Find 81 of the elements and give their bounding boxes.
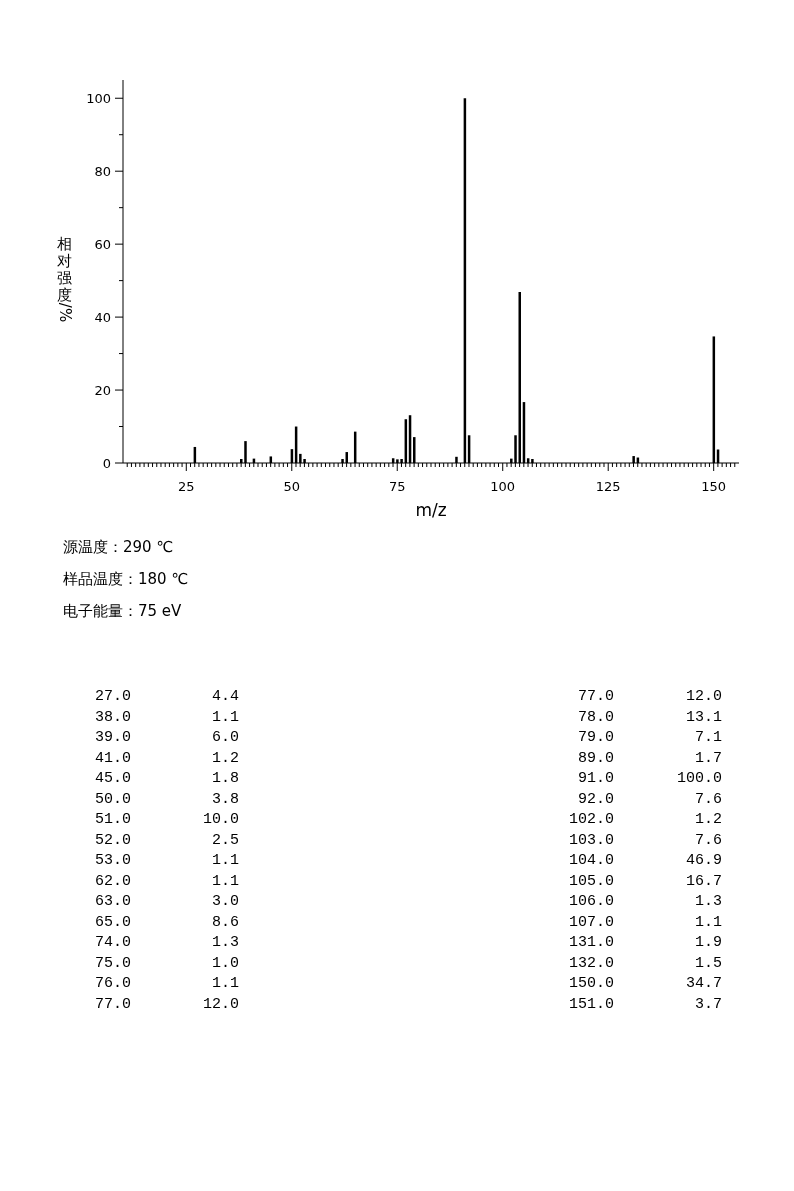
x-tick-label: 50 [283, 479, 301, 494]
text: 34.7 [685, 975, 722, 994]
text: 102.0 [569, 811, 615, 830]
text: 27.0 [94, 688, 131, 707]
text: 150.0 [569, 975, 615, 994]
text: 1.1 [694, 913, 722, 933]
text: 45.0 [94, 770, 131, 789]
text: 75.0 [94, 954, 131, 974]
text: 样品温度：180 ℃ [63, 570, 189, 590]
text: 电子能量：75 eV [63, 602, 183, 622]
text: 63.0 [94, 893, 131, 912]
x-tick-label: 25 [178, 479, 195, 494]
text: 46.9 [685, 852, 722, 871]
text: 7.6 [694, 831, 722, 851]
x-tick-label: 150 [701, 479, 727, 494]
text: 38.0 [94, 708, 131, 728]
text: 107.0 [569, 913, 615, 933]
text: 3.7 [694, 995, 722, 1015]
text: 103.0 [569, 831, 615, 851]
text: 1.1 [211, 975, 239, 994]
text: 77.0 [94, 995, 131, 1015]
text: 51.0 [94, 811, 131, 830]
text: 65.0 [94, 913, 131, 933]
x-tick-label: 125 [595, 479, 621, 494]
text: 76.0 [94, 975, 131, 994]
text: 53.0 [94, 852, 131, 871]
text: 3.8 [211, 790, 239, 810]
text: 78.0 [577, 708, 614, 728]
text: 132.0 [569, 954, 615, 974]
text: 1.8 [211, 770, 239, 789]
text: 1.3 [694, 893, 722, 912]
text: 1.7 [694, 749, 722, 769]
text: 52.0 [94, 831, 131, 851]
text: 6.0 [211, 729, 239, 748]
text: 92.0 [577, 790, 614, 810]
text: 源温度：290 ℃ [63, 538, 175, 558]
text: 106.0 [569, 893, 615, 912]
text: 10.0 [202, 811, 239, 830]
text: 7.1 [694, 729, 722, 748]
text: 1.1 [211, 708, 239, 728]
y-tick-label: 40 [94, 310, 111, 326]
text: 89.0 [577, 749, 614, 769]
y-axis-title: 相对强度/% [55, 235, 75, 323]
text: 91.0 [577, 770, 614, 789]
text: 104.0 [569, 852, 615, 871]
text: 74.0 [94, 934, 131, 953]
text: 1.1 [211, 872, 239, 892]
y-tick-label: 80 [94, 164, 111, 180]
text: 7.6 [694, 790, 722, 810]
text: 100.0 [676, 770, 722, 789]
y-tick-label: 20 [94, 383, 111, 399]
text: 1.0 [211, 954, 239, 974]
text: 13.1 [685, 708, 722, 728]
text: 16.7 [685, 872, 722, 892]
text: 50.0 [94, 790, 131, 810]
text: 62.0 [94, 872, 131, 892]
text: 41.0 [94, 749, 131, 769]
text: 131.0 [569, 934, 615, 953]
y-tick-label: 0 [102, 456, 111, 471]
text: 4.4 [211, 688, 239, 707]
text: 1.2 [211, 749, 239, 769]
text: 1.5 [694, 954, 722, 974]
text: 1.3 [211, 934, 239, 953]
text: 79.0 [577, 729, 614, 748]
x-tick-label: 75 [388, 479, 406, 494]
x-axis-title: m/z [415, 500, 447, 520]
text: 105.0 [569, 872, 615, 892]
text: 77.0 [577, 688, 614, 707]
y-tick-label: 100 [86, 91, 111, 107]
text: 39.0 [94, 729, 131, 748]
text: 1.9 [694, 934, 722, 953]
y-tick-label: 60 [94, 237, 111, 253]
text: 1.2 [694, 811, 722, 830]
x-tick-label: 100 [490, 479, 516, 494]
text: 151.0 [569, 995, 615, 1015]
text: 12.0 [202, 995, 239, 1015]
text: 8.6 [211, 913, 239, 933]
text: 12.0 [685, 688, 722, 707]
text: 1.1 [211, 852, 239, 871]
text: 2.5 [211, 831, 239, 851]
text: 3.0 [211, 893, 239, 912]
